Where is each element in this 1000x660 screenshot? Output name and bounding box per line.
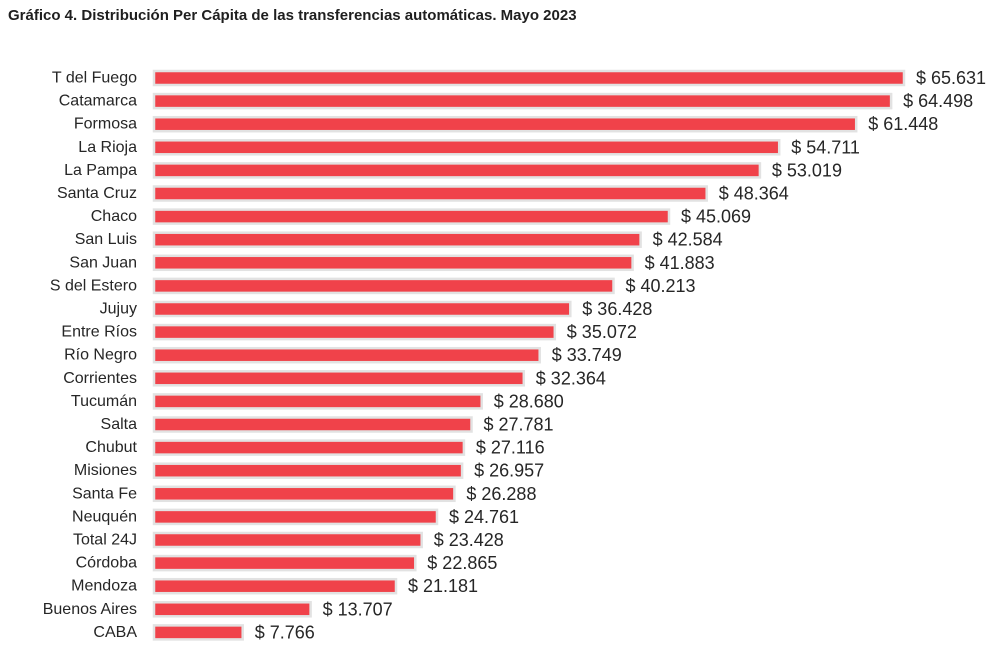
category-label-13: Corrientes (63, 370, 137, 387)
category-label-6: Chaco (91, 208, 137, 225)
category-label-19: Neuquén (72, 508, 137, 525)
category-label-15: Salta (101, 416, 138, 433)
value-label-16: $ 27.116 (476, 438, 545, 458)
category-label-10: Jujuy (100, 301, 137, 318)
value-label-3: $ 54.711 (791, 137, 860, 157)
value-label-14: $ 28.680 (494, 391, 564, 411)
value-label-6: $ 45.069 (681, 207, 751, 227)
category-label-11: Entre Ríos (61, 324, 137, 341)
value-label-15: $ 27.781 (484, 415, 554, 435)
category-label-17: Misiones (74, 462, 137, 479)
value-label-13: $ 32.364 (536, 368, 606, 388)
value-label-10: $ 36.428 (582, 299, 652, 319)
bar-13 (152, 370, 526, 387)
bar-2 (152, 115, 858, 133)
chart-title: Gráfico 4. Distribución Per Cápita de la… (8, 7, 577, 24)
value-label-1: $ 64.498 (903, 91, 973, 111)
bar-19 (152, 508, 439, 526)
category-label-22: Mendoza (71, 578, 137, 595)
bar-9 (152, 277, 615, 295)
bar-14 (152, 393, 483, 410)
category-label-8: San Juan (69, 254, 137, 271)
category-label-3: La Rioja (78, 139, 137, 156)
bar-5 (152, 185, 708, 202)
value-label-23: $ 13.707 (323, 599, 393, 619)
value-label-7: $ 42.584 (653, 230, 723, 250)
bar-15 (152, 416, 473, 433)
value-label-9: $ 40.213 (626, 276, 696, 296)
value-label-18: $ 26.288 (466, 484, 536, 504)
category-label-12: Río Negro (64, 347, 137, 364)
value-label-0: $ 65.631 (916, 68, 986, 88)
bar-12 (152, 346, 541, 364)
category-label-2: Formosa (74, 116, 137, 133)
value-label-20: $ 23.428 (434, 530, 504, 550)
value-label-5: $ 48.364 (719, 184, 789, 204)
category-label-16: Chubut (85, 439, 137, 456)
value-label-22: $ 21.181 (408, 576, 478, 596)
category-label-4: La Pampa (64, 162, 137, 179)
category-label-23: Buenos Aires (43, 601, 137, 618)
bar-1 (152, 92, 893, 110)
bars-layer: T del Fuego $ 65.631 Catamarca $ 64.498 Form… (43, 68, 986, 642)
bar-11 (152, 323, 557, 341)
value-label-19: $ 24.761 (449, 507, 519, 527)
category-label-1: Catamarca (59, 93, 137, 110)
bar-20 (152, 531, 423, 549)
bar-22 (152, 577, 398, 595)
value-label-21: $ 22.865 (427, 553, 497, 573)
category-label-21: Córdoba (76, 555, 137, 572)
bar-7 (152, 231, 642, 248)
value-label-8: $ 41.883 (645, 253, 715, 273)
category-label-7: San Luis (75, 231, 137, 248)
value-label-4: $ 53.019 (772, 160, 842, 180)
value-label-17: $ 26.957 (474, 461, 544, 481)
bar-3 (152, 139, 781, 156)
value-label-12: $ 33.749 (552, 345, 622, 365)
value-label-2: $ 61.448 (868, 114, 938, 134)
bar-16 (152, 439, 466, 456)
category-label-9: S del Estero (50, 277, 137, 294)
value-label-24: $ 7.766 (255, 622, 315, 642)
category-label-20: Total 24J (73, 532, 137, 549)
bar-23 (152, 601, 312, 618)
category-label-14: Tucumán (71, 393, 137, 410)
bar-6 (152, 208, 671, 225)
bar-0 (152, 69, 906, 87)
bar-17 (152, 462, 464, 479)
bar-24 (152, 624, 244, 641)
bar-21 (152, 554, 417, 572)
category-label-18: Santa Fe (72, 485, 137, 502)
category-label-24: CABA (93, 624, 137, 641)
value-label-11: $ 35.072 (567, 322, 637, 342)
bar-18 (152, 485, 456, 503)
bar-8 (152, 254, 634, 272)
bar-4 (152, 162, 762, 179)
category-label-5: Santa Cruz (57, 185, 137, 202)
category-label-0: T del Fuego (52, 70, 137, 87)
bar-10 (152, 300, 572, 318)
